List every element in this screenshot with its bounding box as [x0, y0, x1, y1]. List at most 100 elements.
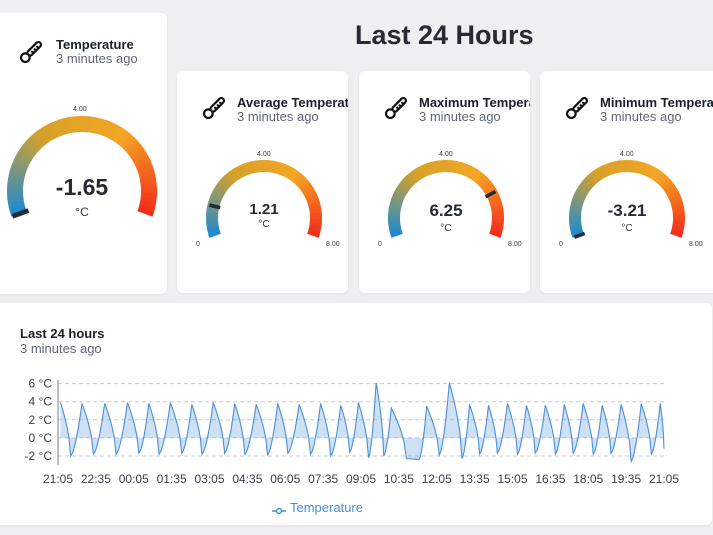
gauge-arc-segment — [7, 173, 25, 182]
gauge-arc-segment — [477, 176, 490, 188]
gauge-arc-segment — [235, 165, 245, 178]
gauge-arc-segment — [17, 147, 35, 161]
gauge-arc-segment — [114, 128, 128, 145]
gauge-arc-segment — [138, 203, 156, 213]
gauge-arc-segment — [33, 130, 48, 147]
temperature-gauge — [7, 115, 158, 219]
gauge-arc-segment — [592, 169, 603, 182]
gauge-arc-segment — [658, 176, 671, 188]
gauge-arc-segment — [641, 162, 650, 176]
card-subtitle: 3 minutes ago — [419, 109, 501, 124]
gauge-arc-segment — [137, 164, 155, 175]
gauge-arc-segment — [581, 178, 594, 190]
gauge-arc-segment — [269, 160, 276, 173]
gauge-arc-segment — [589, 171, 600, 183]
gauge-arc-segment — [37, 127, 51, 144]
average-temperature-gauge — [205, 159, 322, 238]
gauge-arc-segment — [414, 167, 424, 180]
gauge-arc-segment — [110, 125, 124, 142]
gauge-arc-segment — [301, 184, 314, 195]
gauge-mid-label: 4.00 — [620, 151, 634, 158]
gauge-arc-segment — [652, 169, 663, 182]
card-title: Temperature — [56, 37, 134, 52]
temperature-history-chart[interactable]: 6 °C 4 °C 2 °C 0 °C -2 °C 21:05 22:35 00:05 01:3… — [0, 303, 712, 525]
gauge-arc-segment — [572, 193, 586, 203]
gauge-arc-segment — [140, 178, 157, 186]
gauge-arc-segment — [283, 165, 293, 179]
y-tick-label: 4 °C — [29, 395, 53, 409]
gauge-arc-segment — [595, 167, 605, 180]
gauge-arc-segment — [654, 171, 665, 184]
gauge-arc-segment — [308, 204, 322, 212]
gauge-max-label: 8.00 — [689, 241, 703, 248]
gauge-arc-segment — [632, 160, 639, 173]
gauge-arc-segment — [281, 164, 290, 177]
gauge-arc-segment — [10, 164, 27, 175]
gauge-min-label: 0 — [559, 241, 563, 248]
gauge-arc-segment — [457, 161, 465, 175]
gauge-arc-segment — [671, 204, 685, 212]
x-tick-label: 03:05 — [194, 472, 224, 486]
x-tick-label: 15:05 — [497, 472, 527, 486]
gauge-arc-segment — [303, 187, 316, 198]
gauge-mid-label: 4.00 — [257, 151, 271, 158]
gauge-arc-segment — [299, 181, 312, 193]
thermometer-icon — [562, 93, 592, 123]
gauge-arc-segment — [417, 165, 427, 178]
gauge-unit: °C — [75, 205, 89, 219]
x-tick-label: 12:05 — [422, 472, 452, 486]
gauge-arc-segment — [291, 171, 302, 184]
gauge-max-label: 8.00 — [326, 241, 340, 248]
gauge-arc-segment — [245, 161, 253, 175]
x-tick-label: 22:35 — [81, 472, 111, 486]
maximum-temperature-card[interactable]: Maximum Temperature 3 minutes ago 4.00 0… — [359, 71, 530, 293]
temperature-card[interactable]: Temperature 3 minutes ago 4.00 -1.65 °C — [0, 13, 167, 294]
average-temperature-card[interactable]: Average Temperature 3 minutes ago 4.00 0… — [177, 71, 348, 293]
gauge-arc-segment — [289, 169, 300, 182]
y-tick-label: 2 °C — [29, 413, 53, 427]
gauge-arc-segment — [468, 167, 479, 180]
gauge-arc-segment — [656, 173, 668, 186]
gauge-arc-segment — [249, 160, 256, 174]
gauge-arc-segment — [488, 194, 501, 203]
gauge-arc-segment — [242, 162, 251, 176]
x-tick-label: 18:05 — [573, 472, 603, 486]
gauge-arc-segment — [128, 144, 144, 158]
gauge-arc-segment — [670, 230, 683, 238]
gauge-arc-segment — [490, 225, 504, 232]
gauge-arc-segment — [216, 181, 229, 192]
gauge-arc-segment — [490, 204, 504, 212]
gauge-arc-segment — [489, 230, 502, 238]
x-tick-label: 06:05 — [270, 472, 300, 486]
gauge-arc-segment — [134, 156, 151, 168]
gauge-arc-segment — [13, 155, 31, 168]
gauge-value: 6.25 — [429, 201, 463, 220]
gauge-arc-segment — [431, 160, 438, 174]
gauge-arc-segment — [63, 117, 72, 134]
gauge-arc-segment — [394, 187, 407, 197]
card-subtitle: 3 minutes ago — [56, 51, 138, 66]
gauge-arc-segment — [644, 164, 653, 177]
chart-legend[interactable]: Temperature — [272, 500, 363, 515]
y-tick-label: -2 °C — [25, 449, 53, 463]
gauge-unit: °C — [621, 223, 633, 234]
gauge-arc-segment — [100, 119, 111, 137]
gauge-arc-segment — [465, 165, 475, 179]
gauge-arc-segment — [117, 130, 132, 147]
gauge-arc-segment — [67, 116, 76, 134]
minimum-temperature-card[interactable]: Minimum Temperature 3 minutes ago 4.00 0… — [540, 71, 713, 293]
gauge-needle — [573, 231, 586, 239]
gauge-arc-segment — [226, 171, 237, 183]
gauge-mid-label: 4.00 — [73, 106, 87, 113]
minimum-temperature-gauge — [568, 159, 685, 239]
gauge-arc-segment — [41, 125, 54, 142]
gauge-arc-segment — [463, 164, 472, 177]
page-title: Last 24 Hours — [355, 20, 534, 50]
gauge-arc-segment — [132, 151, 149, 165]
gauge-arc-segment — [649, 167, 660, 180]
history-chart-card[interactable]: Last 24 hours 3 minutes ago 6 °C 4 °C 2 °C… — [0, 303, 712, 525]
gauge-arc-segment — [11, 159, 29, 171]
gauge-arc-segment — [638, 161, 646, 175]
gauge-arc-segment — [575, 187, 588, 197]
gauge-arc-segment — [293, 173, 305, 186]
